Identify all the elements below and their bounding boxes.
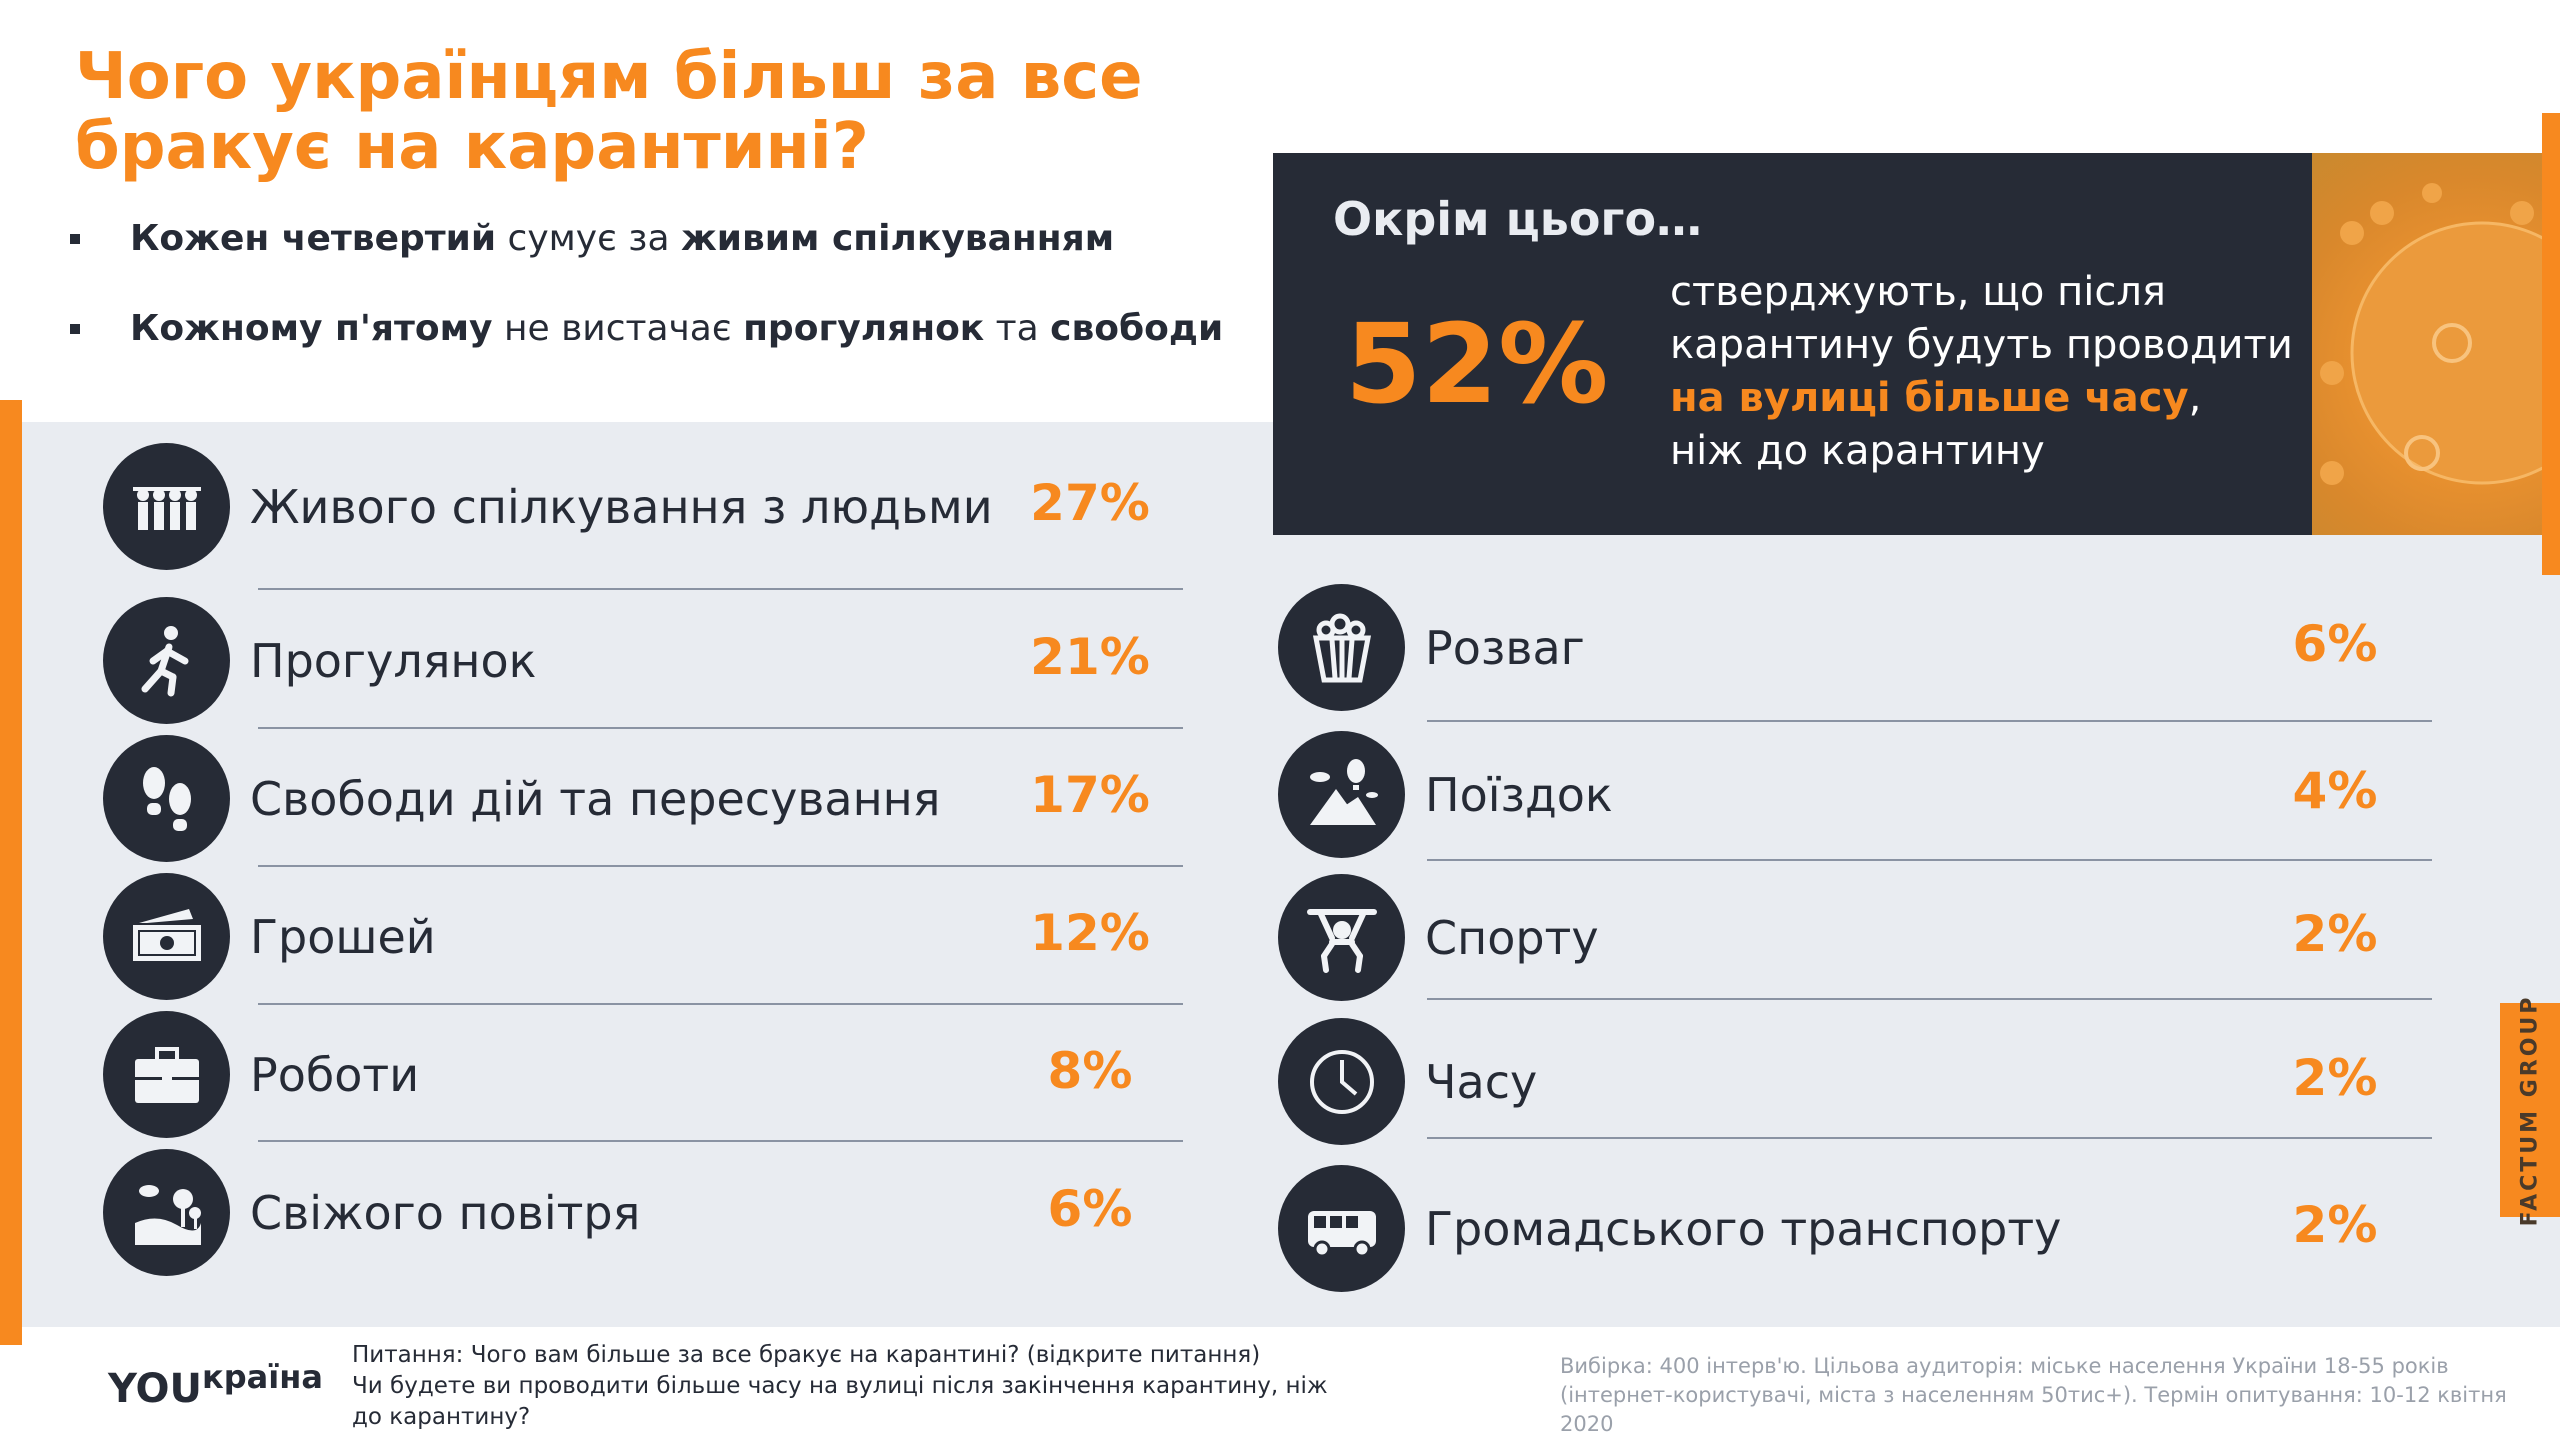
desc-line: ніж до карантину — [1670, 428, 2045, 474]
bullet-text: сумує за — [496, 218, 681, 259]
divider — [1427, 1137, 2432, 1139]
item-percent: 17% — [1030, 766, 1150, 824]
logo-part: YOU — [108, 1366, 203, 1412]
walking-person-icon — [103, 597, 230, 724]
item-percent: 27% — [1030, 474, 1150, 532]
popcorn-icon — [1278, 584, 1405, 711]
virus-image — [2312, 153, 2560, 535]
item-label: Часу — [1425, 1054, 1538, 1109]
factum-logo-text: FACTUM GROUP — [2517, 994, 2543, 1226]
divider — [258, 588, 1183, 590]
bullet-bold: свободи — [1050, 308, 1224, 349]
list-item: Прогулянок — [103, 597, 536, 724]
item-label: Розваг — [1425, 620, 1585, 675]
question-line: Питання: Чого вам більше за все бракує н… — [352, 1342, 1261, 1368]
landscape-icon — [103, 1149, 230, 1276]
weightlifter-icon — [1278, 874, 1405, 1001]
divider — [1427, 859, 2432, 861]
highlight-box — [1273, 153, 2313, 535]
item-label: Живого спілкування з людьми — [250, 479, 993, 534]
item-label: Громадського транспорту — [1425, 1201, 2062, 1256]
list-item: Живого спілкування з людьми — [103, 443, 993, 570]
divider — [1427, 998, 2432, 1000]
footer-sample-info: Вибірка: 400 інтерв'ю. Цільова аудиторія… — [1560, 1354, 2507, 1436]
list-item: Свіжого повітря — [103, 1149, 640, 1276]
factum-logo: FACTUM GROUP — [2500, 994, 2560, 1226]
bullet-bold: прогулянок — [743, 308, 985, 349]
divider — [258, 727, 1183, 729]
footprints-icon — [103, 735, 230, 862]
people-icon — [103, 443, 230, 570]
highlight-description: стверджують, що після карантину будуть п… — [1670, 266, 2293, 478]
bullet-marker — [70, 323, 80, 334]
desc-emphasis: на вулиці більше часу — [1670, 375, 2189, 421]
bullet-1: Кожен четвертий сумує за живим спілкуван… — [70, 218, 1114, 259]
bullet-2: Кожному п'ятому не вистачає прогулянок т… — [70, 308, 1223, 349]
mountain-balloon-icon — [1278, 731, 1405, 858]
youkraina-logo: YOUкраїна — [108, 1358, 323, 1412]
item-percent: 6% — [1047, 1180, 1133, 1238]
list-item: Роботи — [103, 1011, 419, 1138]
list-item: Розваг — [1278, 584, 1585, 711]
highlight-heading: Окрім цього… — [1333, 192, 1703, 246]
desc-comma: , — [2188, 375, 2202, 421]
list-item: Грошей — [103, 873, 436, 1000]
list-item: Спорту — [1278, 874, 1599, 1001]
item-percent: 6% — [2292, 615, 2378, 673]
divider — [258, 865, 1183, 867]
results-panel — [0, 422, 2560, 1327]
bus-icon — [1278, 1165, 1405, 1292]
footer-question: Питання: Чого вам більше за все бракує н… — [352, 1340, 1352, 1433]
clock-icon — [1278, 1018, 1405, 1145]
item-label: Грошей — [250, 909, 436, 964]
item-percent: 2% — [2292, 1049, 2378, 1107]
bullet-bold: Кожен четвертий — [130, 218, 497, 259]
briefcase-icon — [103, 1011, 230, 1138]
item-label: Свіжого повітря — [250, 1185, 641, 1240]
bullet-bold: Кожному п'ятому — [130, 308, 493, 349]
list-item: Свободи дій та пересування — [103, 735, 940, 862]
item-label: Прогулянок — [250, 633, 537, 688]
divider — [1427, 720, 2432, 722]
item-label: Спорту — [1425, 910, 1599, 965]
divider — [258, 1140, 1183, 1142]
accent-stripe-left — [0, 400, 22, 1345]
money-icon — [103, 873, 230, 1000]
list-item: Поїздок — [1278, 731, 1613, 858]
item-label: Поїздок — [1425, 767, 1613, 822]
bullet-bold: живим спілкуванням — [680, 218, 1115, 259]
question-line: Чи будете ви проводити більше часу на ву… — [352, 1373, 1328, 1430]
bullet-text: не вистачає — [492, 308, 744, 349]
item-percent: 21% — [1030, 628, 1150, 686]
bullet-marker — [70, 233, 80, 244]
item-percent: 4% — [2292, 762, 2378, 820]
page-title: Чого українцям більш за все бракує на ка… — [75, 40, 1143, 184]
bullet-text: та — [984, 308, 1051, 349]
accent-stripe-right — [2542, 113, 2560, 575]
item-label: Роботи — [250, 1047, 420, 1102]
item-percent: 2% — [2292, 905, 2378, 963]
list-item: Громадського транспорту — [1278, 1165, 2061, 1292]
item-percent: 12% — [1030, 904, 1150, 962]
logo-part: країна — [202, 1358, 323, 1396]
item-percent: 8% — [1047, 1042, 1133, 1100]
desc-line: стверджують, що після — [1670, 269, 2166, 315]
virus-icon — [2320, 183, 2560, 485]
item-percent: 2% — [2292, 1196, 2378, 1254]
list-item: Часу — [1278, 1018, 1537, 1145]
item-label: Свободи дій та пересування — [250, 771, 941, 826]
desc-line: карантину будуть проводити — [1670, 322, 2293, 368]
divider — [258, 1003, 1183, 1005]
highlight-percent: 52% — [1345, 300, 1609, 428]
